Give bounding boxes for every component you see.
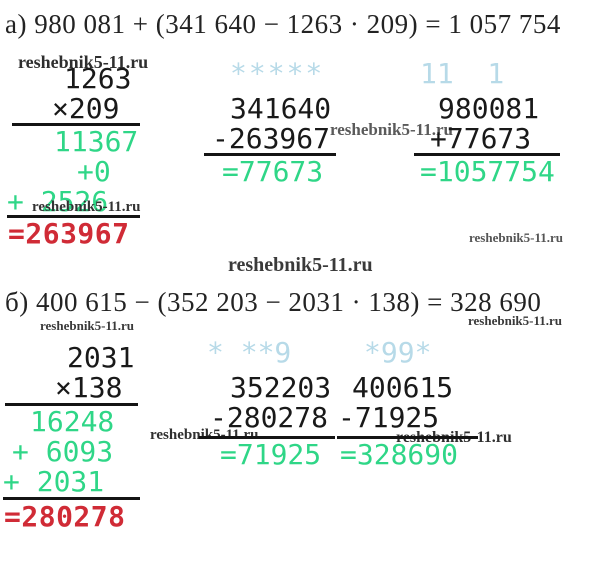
sub-b-outer-subtrahend: -71925 bbox=[338, 401, 440, 434]
watermark: reshebnik5-11.ru bbox=[469, 230, 564, 245]
sub-b-inner-minuend: 352203 bbox=[230, 371, 332, 404]
mult-a-multiplier: ×209 bbox=[52, 92, 120, 125]
sub-a-borrow-marks: ***** bbox=[230, 57, 325, 90]
mult-b-partial-1: 16248 bbox=[30, 405, 115, 438]
sub-b-inner-result: =71925 bbox=[220, 438, 322, 471]
mult-a-partial-1: 11367 bbox=[54, 125, 139, 158]
sub-b-outer-borrow-marks: *99* bbox=[364, 336, 432, 369]
sub-b-outer-result: =328690 bbox=[340, 438, 459, 471]
add-a-addend-1: 980081 bbox=[438, 92, 540, 125]
mult-b-partial-2: + 6093 bbox=[12, 435, 114, 468]
add-a-result: =1057754 bbox=[420, 155, 555, 188]
sub-a-result: =77673 bbox=[222, 155, 324, 188]
mult-b-multiplier: ×138 bbox=[55, 371, 123, 404]
watermark: reshebnik5-11.ru bbox=[150, 427, 259, 443]
mult-a-partial-3: + 2526 bbox=[7, 185, 109, 218]
sub-b-outer-minuend: 400615 bbox=[352, 371, 454, 404]
watermark: reshebnik5-11.ru bbox=[40, 318, 135, 333]
equation-b: б) 400 615 − (352 203 − 2031 · 138) = 32… bbox=[5, 287, 542, 317]
mult-b-rule-2 bbox=[3, 497, 140, 500]
mult-b-result: =280278 bbox=[4, 500, 126, 533]
watermark: reshebnik5-11.ru bbox=[330, 120, 453, 139]
add-a-carry-marks: 11 1 bbox=[420, 57, 505, 90]
sub-a-subtrahend: -263967 bbox=[212, 122, 331, 155]
mult-b-multiplicand: 2031 bbox=[67, 341, 135, 374]
mult-a-result: =263967 bbox=[8, 217, 130, 250]
watermark: reshebnik5-11.ru bbox=[228, 254, 373, 276]
mult-b-partial-3: + 2031 bbox=[3, 465, 105, 498]
mult-a-rule-2 bbox=[7, 215, 140, 218]
mult-a-partial-2: +0 bbox=[77, 155, 111, 188]
add-a-addend-2: +77673 bbox=[430, 122, 532, 155]
mult-a-multiplicand: 1263 bbox=[64, 62, 132, 95]
add-a-rule bbox=[414, 153, 560, 156]
mult-b-rule-1 bbox=[5, 403, 138, 406]
equation-a: а) 980 081 + (341 640 − 1263 · 209) = 1 … bbox=[5, 9, 561, 39]
sub-b-inner-rule bbox=[199, 436, 335, 439]
mult-a-rule-1 bbox=[12, 123, 140, 126]
sub-a-minuend: 341640 bbox=[230, 92, 332, 125]
sub-b-outer-rule bbox=[337, 436, 478, 439]
sub-b-inner-subtrahend: -280278 bbox=[210, 401, 329, 434]
watermark: reshebnik5-11.ru bbox=[468, 313, 563, 328]
sub-b-inner-borrow-marks: * **9 bbox=[207, 336, 292, 369]
watermark: reshebnik5-11.ru bbox=[32, 199, 141, 215]
sub-a-rule bbox=[204, 153, 336, 156]
watermark: reshebnik5-11.ru bbox=[18, 52, 149, 72]
